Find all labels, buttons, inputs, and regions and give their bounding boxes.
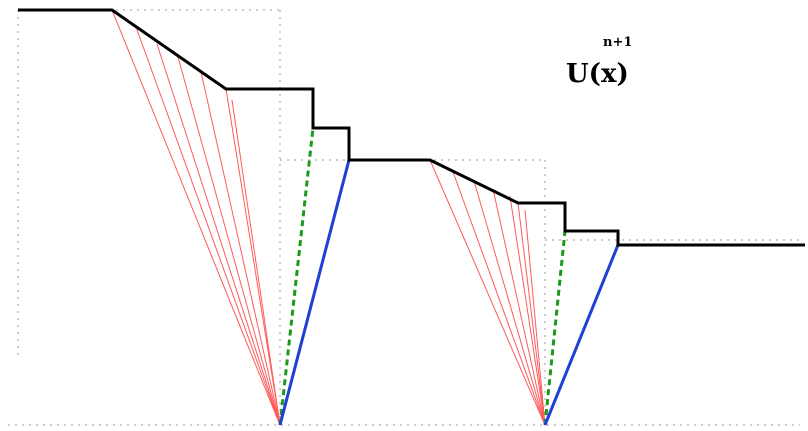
fan-line [225, 88, 281, 426]
fan-line [524, 209, 546, 426]
fan-line [492, 188, 546, 426]
fan-line [111, 9, 281, 426]
function-label: U(x) [566, 59, 629, 89]
fan-lines-left [111, 9, 281, 426]
dashed-characteristic-left [278, 127, 315, 426]
shock-line-right [543, 244, 620, 426]
shock-line-left [278, 159, 351, 426]
fan-line [156, 43, 281, 426]
fan-line [517, 202, 546, 426]
fan-line [231, 99, 281, 426]
dotted-guide-lines [8, 9, 800, 426]
fan-line [509, 195, 546, 426]
dashed-characteristic-right [543, 230, 567, 426]
solution-profile [18, 8, 805, 247]
fan-line [429, 159, 546, 426]
function-label-superscript: n+1 [603, 35, 632, 50]
fan-line [452, 171, 546, 426]
fan-lines-right [429, 159, 546, 426]
fan-line [135, 26, 281, 426]
fan-line [177, 56, 281, 426]
fan-line [200, 71, 281, 426]
fan-line [473, 180, 546, 426]
